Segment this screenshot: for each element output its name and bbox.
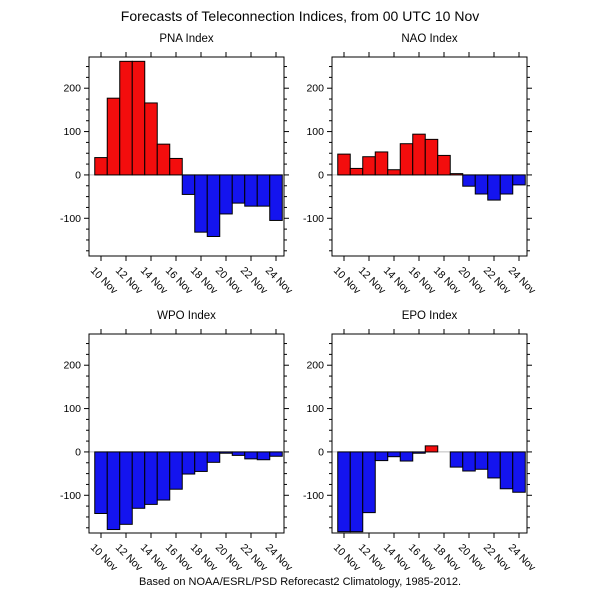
bar-epo-21-nov (474, 451, 489, 470)
bar-epo-19-nov (449, 451, 464, 468)
bar-pna-23-nov (256, 174, 271, 207)
bar-epo-10-nov (337, 451, 351, 533)
bar-pna-19-nov (206, 174, 221, 237)
bar-nao-13-nov (374, 151, 389, 176)
y-tick-label: 0 (75, 446, 81, 458)
bar-nao-10-nov (337, 153, 351, 176)
bar-epo-24-nov (512, 451, 526, 493)
bar-wpo-12-nov (119, 451, 133, 525)
panel-title-nao: NAO Index (401, 33, 458, 45)
y-tick-label: 200 (63, 360, 81, 372)
figure-caption: Based on NOAA/ESRL/PSD Reforecast2 Clima… (138, 576, 462, 588)
bar-wpo-15-nov (156, 451, 171, 501)
bar-pna-13-nov (131, 60, 146, 176)
y-tick-label: 0 (318, 169, 324, 181)
bar-epo-23-nov (499, 451, 514, 490)
bar-wpo-14-nov (144, 451, 158, 505)
y-tick-label: -100 (60, 213, 81, 225)
x-tick-label: 24 Nov (263, 265, 296, 298)
bar-pna-22-nov (244, 174, 258, 207)
bar-wpo-10-nov (94, 451, 108, 514)
bar-nao-15-nov (399, 143, 414, 176)
x-tick-label: 24 Nov (506, 265, 539, 298)
y-tick-label: -100 (60, 490, 81, 502)
bar-wpo-17-nov (181, 451, 196, 475)
bar-epo-15-nov (399, 451, 414, 462)
bar-epo-13-nov (374, 451, 389, 462)
x-tick-label: 24 Nov (263, 542, 296, 575)
bar-wpo-23-nov (256, 451, 271, 461)
bar-pna-16-nov (169, 157, 183, 176)
y-tick-label: 100 (63, 403, 81, 415)
bar-pna-14-nov (144, 102, 158, 176)
bar-pna-24-nov (269, 174, 283, 221)
bar-nao-16-nov (412, 133, 426, 176)
bar-nao-20-nov (462, 174, 476, 187)
bar-epo-20-nov (462, 451, 476, 472)
bar-wpo-11-nov (106, 451, 121, 531)
y-tick-label: 200 (306, 360, 324, 372)
y-tick-label: 100 (306, 403, 324, 415)
plot-box (88, 333, 285, 534)
y-tick-label: 100 (306, 126, 324, 138)
bar-wpo-19-nov (206, 451, 221, 463)
bar-pna-15-nov (156, 143, 171, 176)
bar-epo-17-nov (424, 445, 439, 453)
bar-nao-24-nov (512, 174, 526, 186)
bar-nao-18-nov (437, 154, 451, 176)
y-tick-label: -100 (303, 213, 324, 225)
y-tick-label: 100 (63, 126, 81, 138)
plot-box (88, 56, 285, 257)
bar-epo-12-nov (362, 451, 376, 514)
y-tick-label: -100 (303, 490, 324, 502)
bar-pna-11-nov (106, 97, 121, 176)
y-tick-label: 200 (63, 83, 81, 95)
panel-title-wpo: WPO Index (157, 310, 216, 322)
bar-wpo-13-nov (131, 451, 146, 509)
bar-nao-12-nov (362, 156, 376, 176)
y-tick-label: 0 (318, 446, 324, 458)
bar-pna-20-nov (219, 174, 233, 215)
panel-title-epo: EPO Index (401, 310, 458, 322)
bar-wpo-22-nov (244, 451, 258, 460)
bar-pna-21-nov (231, 174, 246, 204)
bar-wpo-24-nov (269, 451, 283, 457)
bar-nao-21-nov (474, 174, 489, 195)
bar-pna-10-nov (94, 157, 108, 176)
bar-nao-11-nov (349, 167, 364, 176)
x-tick-label: 24 Nov (506, 542, 539, 575)
bar-epo-16-nov (412, 451, 426, 454)
bar-wpo-21-nov (231, 451, 246, 456)
bar-wpo-18-nov (194, 451, 208, 472)
bar-nao-14-nov (387, 169, 401, 176)
bar-wpo-16-nov (169, 451, 183, 490)
bar-epo-11-nov (349, 451, 364, 533)
y-tick-label: 0 (75, 169, 81, 181)
y-tick-label: 200 (306, 83, 324, 95)
figure-title: Forecasts of Teleconnection Indices, fro… (120, 8, 480, 24)
bar-nao-22-nov (487, 174, 501, 201)
bar-epo-22-nov (487, 451, 501, 479)
bar-nao-19-nov (449, 173, 464, 176)
bar-pna-18-nov (194, 174, 208, 233)
plot-box (331, 56, 528, 257)
panel-title-pna: PNA Index (159, 33, 214, 45)
bar-nao-23-nov (499, 174, 514, 195)
bar-nao-17-nov (424, 138, 439, 176)
bar-epo-14-nov (387, 451, 401, 458)
bar-wpo-20-nov (219, 451, 233, 454)
plot-box (331, 333, 528, 534)
bar-pna-17-nov (181, 174, 196, 195)
bar-pna-12-nov (119, 60, 133, 176)
